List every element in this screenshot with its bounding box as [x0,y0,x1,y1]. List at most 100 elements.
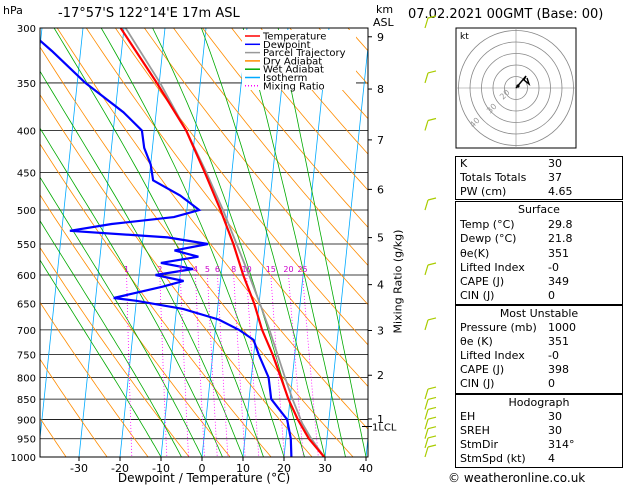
plot-frame [39,27,369,458]
legend-entry: Isotherm [263,73,307,84]
dry-adiabat-line [40,143,272,457]
surface-key: Dewp (°C) [460,232,517,245]
hodograph-row: StmSpd (kt) 4 [455,452,623,465]
hodograph-value: 30 [548,424,562,437]
most-unstable-row: Pressure (mb) 1000 [455,321,623,334]
hodograph-box [455,394,623,468]
wet-adiabat-line [277,28,367,457]
wind-barb-staff [424,428,429,439]
dry-adiabat-line [40,194,231,457]
pressure-tick-label: 300 [17,24,36,35]
isotherm-line [78,28,125,457]
isotherm-line [160,28,207,457]
legend-entry: Temperature [262,32,326,43]
mixing-ratio-line [288,274,304,457]
x-tick-label: -10 [152,462,170,475]
height-tick-label: 3 [377,324,384,337]
wind-barb-staff [424,199,429,211]
wind-barb-flag [427,416,437,420]
height-tick-label: 6 [377,183,384,196]
wet-adiabat-line [53,28,264,457]
wind-barb-staff [424,419,429,430]
mixing-ratio-axis-label: Mixing Ratio (g/kg) [391,229,405,334]
most-unstable-value: -0 [548,349,559,362]
mixing-ratio-value-label: 6 [215,265,220,274]
mixing-ratio-value-label: 10 [242,265,252,274]
dry-adiabat-line [260,28,368,155]
height-tick-label: 4 [377,279,384,292]
wind-barb-flag [427,317,437,321]
legend-entry: Wet Adiabat [263,65,324,76]
most-unstable-key: CAPE (J) [460,363,505,376]
wet-adiabat-line [40,176,203,457]
index-key: K [460,157,468,170]
surface-value: -0 [548,261,559,274]
pressure-tick-label: 800 [17,373,36,384]
wind-barb-staff [424,388,429,400]
dry-adiabat-line [144,28,368,306]
pressure-tick-label: 550 [17,240,36,251]
most-unstable-row: CIN (J) 0 [455,377,623,390]
dry-adiabat-line [85,28,368,387]
most-unstable-key: θe (K) [460,335,493,348]
hodograph-title: Hodograph [508,396,570,409]
height-tick-label: 8 [377,83,384,96]
surface-key: CAPE (J) [460,275,505,288]
wet-adiabat-line [242,28,346,457]
dry-adiabat-line [56,28,368,430]
index-key: Totals Totals [460,171,527,184]
wind-barb-flag [427,444,437,448]
hodograph-value: 314° [548,438,575,451]
pressure-tick-label: 600 [17,271,36,282]
x-tick-label: 20 [277,462,291,475]
isotherm-line [283,28,330,457]
most-unstable-key: CIN (J) [460,377,495,390]
isotherm-line [119,28,166,457]
isotherm-line [407,28,452,457]
mixing-ratio-line [246,274,260,457]
wind-barb-flag [427,426,437,430]
surface-row: CAPE (J) 349 [455,275,623,288]
dry-adiabat-line [231,28,368,191]
mixing-ratio-value-label: 2 [157,265,162,274]
wind-barb-staff [424,409,429,420]
x-tick-label: -20 [111,462,129,475]
most-unstable-row: θe (K) 351 [455,335,623,348]
dry-adiabat-line [40,301,149,457]
dry-adiabat-line [40,358,108,457]
mixing-ratio-line [126,274,133,457]
mixing-ratio-value-label: 3 [178,265,183,274]
surface-row: Lifted Index -0 [455,261,623,274]
surface-value: 29.8 [548,218,573,231]
wind-barb-staff [424,120,429,131]
index-value: 4.65 [548,185,573,198]
wet-adiabat-line [100,28,285,457]
surface-value: 0 [548,289,555,302]
x-tick-label: 0 [199,462,206,475]
hodograph-row: EH 30 [455,410,623,423]
hodograph-key: StmDir [460,438,499,451]
index-value: 37 [548,171,562,184]
legend-entry: Parcel Trajectory [263,48,346,59]
x-tick-label: -30 [70,462,88,475]
hodograph-value: 4 [548,452,555,465]
dry-adiabat-line [115,28,368,346]
hodograph-row: StmDir 314° [455,438,623,451]
wind-barb-staff [424,264,429,276]
wind-barb-flag [427,15,437,19]
legend-entry: Dry Adiabat [263,56,322,67]
pressure-tick-label: 350 [17,79,36,90]
wind-barb-flag [427,70,437,74]
mixing-ratio-line [233,274,246,457]
wind-barb-staff [424,437,429,449]
most-unstable-box [455,305,623,394]
wind-barb-staff [424,399,429,410]
location-title: -17°57'S 122°14'E 17m ASL [58,6,240,21]
surface-row: CIN (J) 0 [455,289,623,302]
dry-adiabat-line [40,93,313,457]
watermark-text: © weatheronline.co.uk [448,471,586,485]
hodograph-key: SREH [460,424,490,437]
x-tick-label: 30 [318,462,332,475]
most-unstable-key: Pressure (mb) [460,321,537,334]
pressure-tick-label: 450 [17,168,36,179]
